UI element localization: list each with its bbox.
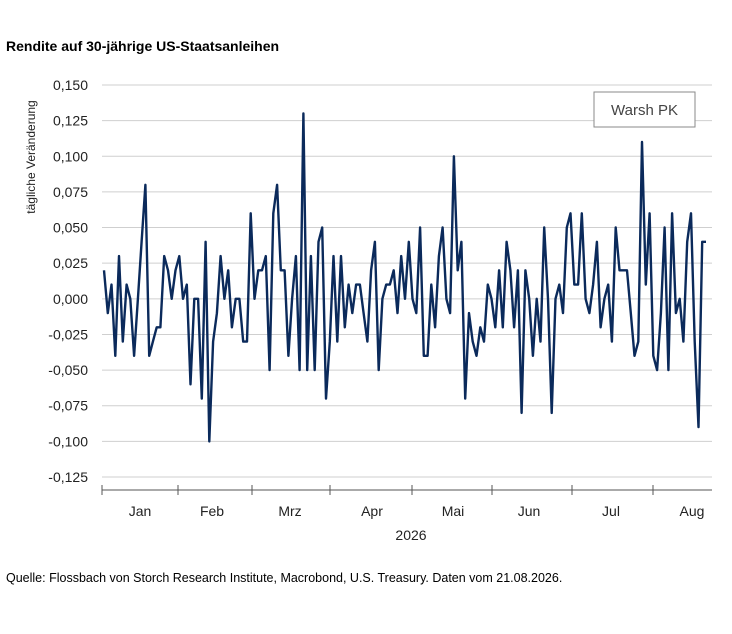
y-tick-label: 0,100 xyxy=(53,148,88,164)
chart-title: Rendite auf 30-jährige US-Staatsanleihen xyxy=(6,38,280,54)
x-tick-label: Aug xyxy=(680,503,705,519)
annotation-label: Warsh PK xyxy=(611,102,678,119)
x-axis: Jan Feb Mrz Apr Mai Jun Jul Aug xyxy=(101,485,712,519)
y-tick-label: -0,100 xyxy=(48,433,88,449)
x-tick-label: Mrz xyxy=(278,503,301,519)
x-tick-label: Feb xyxy=(200,503,224,519)
series-line xyxy=(102,112,706,443)
y-tick-label: -0,025 xyxy=(48,326,88,342)
annotation-box: Warsh PK xyxy=(593,91,696,128)
y-tick-label: 0,025 xyxy=(53,255,88,271)
y-tick-label: 0,150 xyxy=(53,77,88,93)
annotation-frame xyxy=(593,91,696,128)
x-tick-label: Jun xyxy=(518,503,541,519)
y-axis-tick-labels: -0,125 -0,100 -0,075 -0,050 -0,025 0,000 0,025… xyxy=(48,77,88,485)
series-layer xyxy=(102,112,706,443)
y-tick-label: -0,050 xyxy=(48,362,88,378)
x-tick-label: Jan xyxy=(129,503,152,519)
x-tick-label: Mai xyxy=(442,503,465,519)
y-tick-label: -0,075 xyxy=(48,398,88,414)
y-tick-label: -0,125 xyxy=(48,469,88,485)
y-tick-label: 0,075 xyxy=(53,184,88,200)
y-tick-label: 0,125 xyxy=(53,113,88,129)
source-note: Quelle: Flossbach von Storch Research In… xyxy=(6,571,563,585)
x-axis-year-label: 2026 xyxy=(395,527,426,543)
y-tick-label: 0,000 xyxy=(53,291,88,307)
y-axis-label: tägliche Veränderung xyxy=(24,100,38,213)
x-tick-label: Jul xyxy=(602,503,620,519)
x-tick-label: Apr xyxy=(361,503,383,519)
y-tick-label: 0,050 xyxy=(53,220,88,236)
